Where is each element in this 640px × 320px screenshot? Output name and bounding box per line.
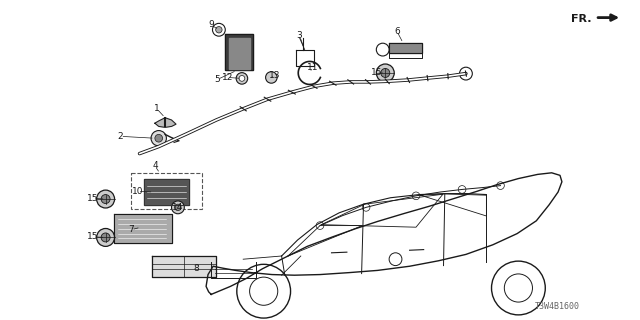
Circle shape [212, 23, 225, 36]
Circle shape [101, 233, 110, 242]
Circle shape [155, 134, 163, 142]
Text: 7: 7 [129, 225, 134, 234]
Circle shape [172, 201, 184, 214]
Circle shape [97, 228, 115, 246]
Circle shape [389, 253, 402, 266]
Circle shape [376, 64, 394, 82]
Circle shape [216, 27, 222, 33]
Circle shape [236, 73, 248, 84]
Circle shape [376, 43, 389, 56]
Text: 3: 3 [297, 31, 302, 40]
Polygon shape [114, 214, 172, 243]
Circle shape [237, 264, 291, 318]
Circle shape [492, 261, 545, 315]
Circle shape [239, 76, 245, 81]
Polygon shape [225, 34, 253, 70]
Text: 15: 15 [371, 68, 382, 77]
Text: 4: 4 [152, 161, 157, 170]
Circle shape [266, 72, 277, 83]
Text: 8: 8 [193, 264, 198, 273]
Circle shape [151, 131, 166, 146]
Polygon shape [155, 118, 176, 127]
Text: 10: 10 [132, 187, 143, 196]
Text: 2: 2 [118, 132, 123, 141]
Circle shape [175, 204, 181, 211]
Polygon shape [144, 179, 189, 205]
Circle shape [101, 195, 110, 204]
Text: 15: 15 [87, 194, 99, 203]
Bar [131, 173, 202, 209]
Text: 11: 11 [307, 63, 318, 72]
Polygon shape [229, 38, 250, 69]
Polygon shape [389, 43, 422, 53]
Text: T3W4B1600: T3W4B1600 [534, 302, 579, 311]
Text: 13: 13 [269, 71, 281, 80]
Circle shape [250, 277, 278, 305]
Circle shape [504, 274, 532, 302]
Text: 9: 9 [209, 20, 214, 29]
Text: 5: 5 [215, 75, 220, 84]
Text: 6: 6 [394, 27, 399, 36]
Text: 1: 1 [154, 104, 159, 113]
Text: 15: 15 [87, 232, 99, 241]
Text: 12: 12 [221, 73, 233, 82]
Polygon shape [152, 256, 216, 277]
Circle shape [97, 190, 115, 208]
Circle shape [381, 68, 390, 77]
Text: 14: 14 [172, 203, 184, 212]
Text: FR.: FR. [572, 13, 592, 24]
